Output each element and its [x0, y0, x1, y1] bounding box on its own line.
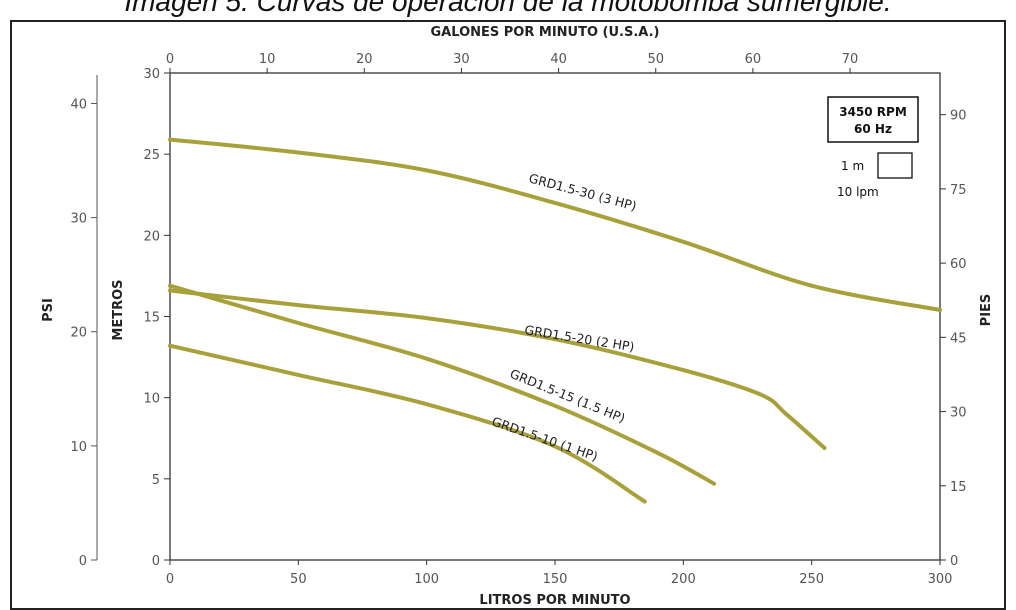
series-line-4 [168, 343, 647, 504]
series-label-4: GRD1.5-10 (1 HP) [490, 414, 600, 464]
y-meters-tick-label: 15 [143, 311, 160, 326]
series-label-1: GRD1.5-30 (3 HP) [527, 170, 638, 213]
y-feet-axis-title: PIES [979, 294, 994, 327]
y-meters-axis-title: METROS [111, 279, 126, 340]
x-bottom-axis-title: LITROS POR MINUTO [479, 593, 630, 608]
x-bottom-tick-label: 0 [166, 572, 174, 587]
x-top-tick-label: 30 [453, 52, 470, 67]
plot-area [169, 72, 941, 561]
legend-scale-square [877, 152, 913, 179]
x-bottom-tick-label: 100 [414, 572, 439, 587]
y-feet-tick-label: 75 [950, 183, 967, 198]
y-psi-axis-title: PSI [41, 298, 56, 322]
x-top-tick-label: 10 [259, 52, 276, 67]
y-meters-tick-label: 30 [143, 67, 160, 82]
x-top-tick-label: 60 [745, 52, 762, 67]
y-feet-tick-label: 60 [950, 257, 967, 272]
y-psi-tick-label: 10 [70, 440, 87, 455]
y-meters-tick-label: 25 [143, 148, 160, 163]
legend-box [827, 96, 919, 143]
x-top-axis-title: GALONES POR MINUTO (U.S.A.) [431, 25, 660, 40]
figure-caption: Imagen 5. Curvas de operación de la moto… [124, 0, 892, 17]
x-top-tick-label: 20 [356, 52, 373, 67]
legend-scale-vertical: 1 m [841, 159, 864, 173]
x-bottom-tick-label: 50 [290, 572, 307, 587]
x-bottom-tick-label: 250 [799, 572, 824, 587]
y-meters-tick-label: 5 [152, 473, 160, 488]
legend-rpm: 3450 RPM [839, 105, 907, 119]
x-top-tick-label: 70 [842, 52, 859, 67]
series-line-2 [168, 288, 827, 450]
y-psi-tick-label: 20 [70, 326, 87, 341]
y-meters-tick-label: 10 [143, 392, 160, 407]
x-top-tick-label: 0 [166, 52, 174, 67]
x-bottom-tick-label: 150 [543, 572, 568, 587]
y-feet-tick-label: 30 [950, 406, 967, 421]
series-label-2: GRD1.5-20 (2 HP) [524, 322, 636, 354]
series-line-3 [168, 283, 717, 486]
y-meters-tick-label: 20 [143, 229, 160, 244]
y-psi-tick-label: 0 [79, 554, 87, 569]
x-top-tick-label: 40 [550, 52, 567, 67]
y-feet-tick-label: 15 [950, 480, 967, 495]
legend-scale-horizontal: 10 lpm [837, 185, 879, 199]
y-meters-tick-label: 0 [152, 554, 160, 569]
x-top-tick-label: 50 [647, 52, 664, 67]
y-feet-tick-label: 0 [950, 554, 958, 569]
y-psi-tick-label: 30 [70, 212, 87, 227]
y-psi-tick-label: 40 [70, 97, 87, 112]
y-feet-tick-label: 45 [950, 331, 967, 346]
y-feet-tick-label: 90 [950, 109, 967, 124]
x-bottom-tick-label: 200 [671, 572, 696, 587]
x-bottom-tick-label: 300 [928, 572, 953, 587]
legend-hz: 60 Hz [854, 122, 892, 136]
series-line-1 [168, 137, 942, 312]
